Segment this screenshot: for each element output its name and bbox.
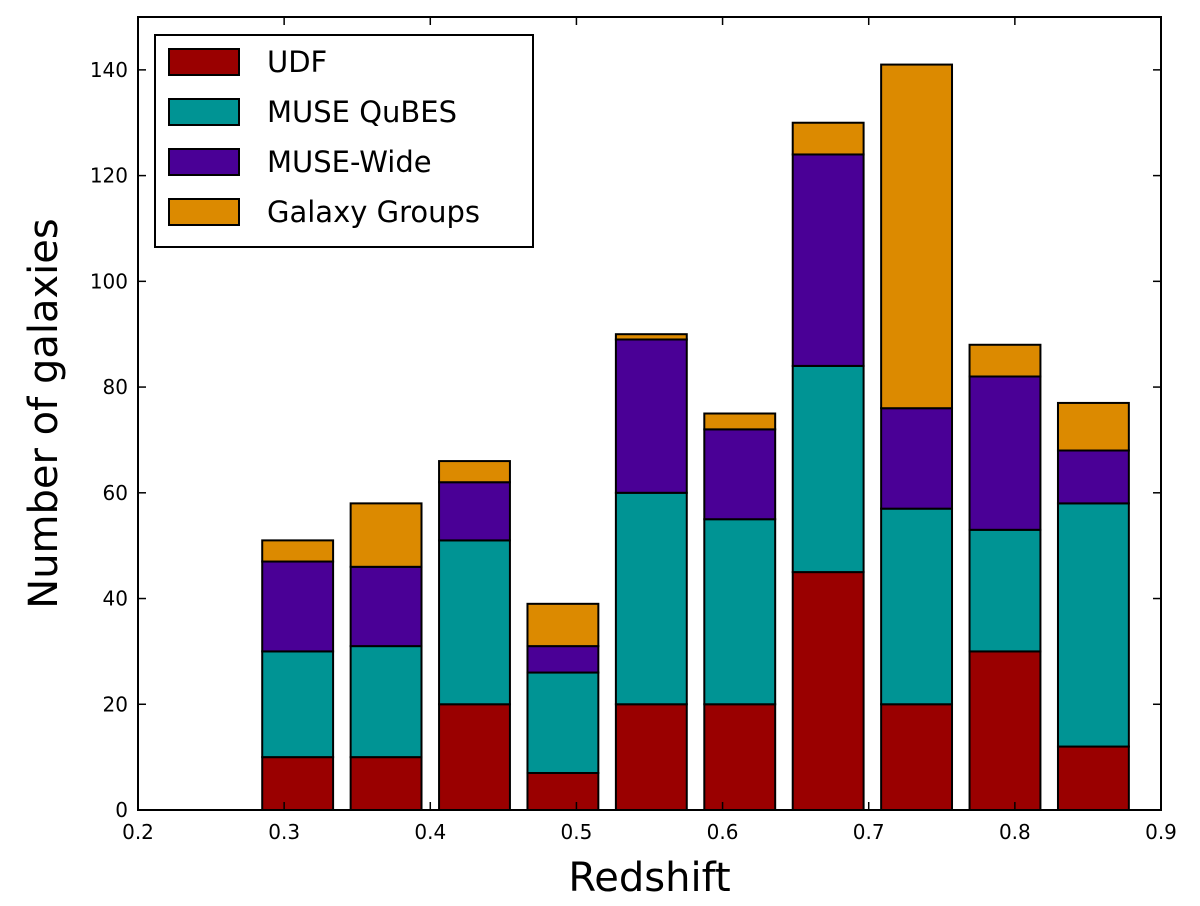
bar-udf-5: [614, 703, 688, 811]
y-tick-label: 40: [103, 587, 128, 611]
x-axis-title: Redshift: [568, 855, 730, 901]
plot-frame: [137, 16, 1162, 811]
bar-muse-qubes-5: [614, 491, 688, 706]
x-tick-label: 0.5: [561, 820, 593, 844]
y-tick-label: 20: [103, 692, 128, 716]
y-tick-label: 60: [103, 481, 128, 505]
ticks-layer: 0 20 40 60 80 100 120 140 0.2 0.3 0.4 0.5 0.6 0.7 0.8 0…: [90, 17, 1177, 844]
bar-galaxy-groups-3: [438, 460, 511, 484]
bar-udf-6: [703, 703, 777, 811]
y-axis-title: Number of galaxies: [21, 218, 67, 608]
bar-muse-qubes-7: [791, 364, 865, 574]
bar-muse-wide-7: [791, 153, 865, 367]
bar-galaxy-groups-9: [968, 343, 1042, 378]
bar-udf-8: [880, 703, 954, 811]
y-tick-label: 140: [90, 58, 128, 82]
bar-udf-3: [438, 703, 511, 811]
bar-udf-1: [261, 756, 335, 812]
legend-label-udf: UDF: [267, 45, 327, 79]
y-tick-label: 100: [90, 269, 128, 293]
bar-muse-qubes-4: [526, 671, 600, 774]
bar-galaxy-groups-8: [880, 63, 954, 410]
bars-layer: [261, 63, 1130, 812]
legend-label-galaxy-groups: Galaxy Groups: [267, 195, 480, 229]
bar-muse-qubes-3: [438, 539, 511, 706]
legend-label-muse-wide: MUSE-Wide: [267, 145, 432, 179]
bar-galaxy-groups-2: [349, 502, 423, 568]
bar-muse-qubes-8: [880, 507, 954, 706]
y-tick-label: 120: [90, 164, 128, 188]
legend-swatch-muse-qubes: [168, 98, 240, 126]
bar-udf-9: [968, 650, 1042, 812]
x-tick-label: 0.9: [1145, 820, 1177, 844]
bar-galaxy-groups-4: [526, 602, 600, 648]
bar-muse-wide-6: [703, 428, 777, 521]
bar-muse-qubes-10: [1056, 502, 1130, 748]
bar-galaxy-groups-1: [261, 539, 335, 563]
bar-udf-2: [349, 756, 423, 812]
bar-muse-wide-1: [261, 560, 335, 653]
bar-muse-wide-10: [1056, 449, 1130, 505]
bar-muse-wide-3: [438, 481, 511, 542]
bar-galaxy-groups-6: [703, 412, 777, 431]
x-tick-label: 0.4: [414, 820, 446, 844]
legend-swatch-galaxy-groups: [168, 198, 240, 226]
bar-muse-wide-8: [880, 407, 954, 510]
legend-label-muse-qubes: MUSE QuBES: [267, 95, 457, 129]
bar-udf-7: [791, 571, 865, 811]
bar-muse-qubes-9: [968, 528, 1042, 653]
bar-udf-10: [1056, 745, 1130, 811]
x-tick-label: 0.6: [707, 820, 739, 844]
bar-muse-wide-4: [526, 645, 600, 674]
x-tick-label: 0.7: [853, 820, 885, 844]
bar-muse-qubes-6: [703, 518, 777, 706]
legend-swatch-muse-wide: [168, 148, 240, 176]
bar-galaxy-groups-10: [1056, 401, 1130, 452]
legend: UDF MUSE QuBES MUSE-Wide Galaxy Groups: [154, 34, 534, 248]
bar-udf-4: [526, 771, 600, 812]
bar-muse-wide-5: [614, 338, 688, 494]
y-tick-label: 80: [103, 375, 128, 399]
x-tick-label: 0.3: [268, 820, 300, 844]
bar-galaxy-groups-5: [614, 333, 688, 341]
bar-muse-qubes-2: [349, 645, 423, 759]
legend-swatch-udf: [168, 48, 240, 76]
bar-muse-qubes-1: [261, 650, 335, 759]
bar-muse-wide-9: [968, 375, 1042, 531]
bar-muse-wide-2: [349, 565, 423, 648]
y-tick-label: 0: [115, 798, 128, 822]
x-tick-label: 0.2: [122, 820, 154, 844]
bar-galaxy-groups-7: [791, 121, 865, 156]
x-tick-label: 0.8: [999, 820, 1031, 844]
